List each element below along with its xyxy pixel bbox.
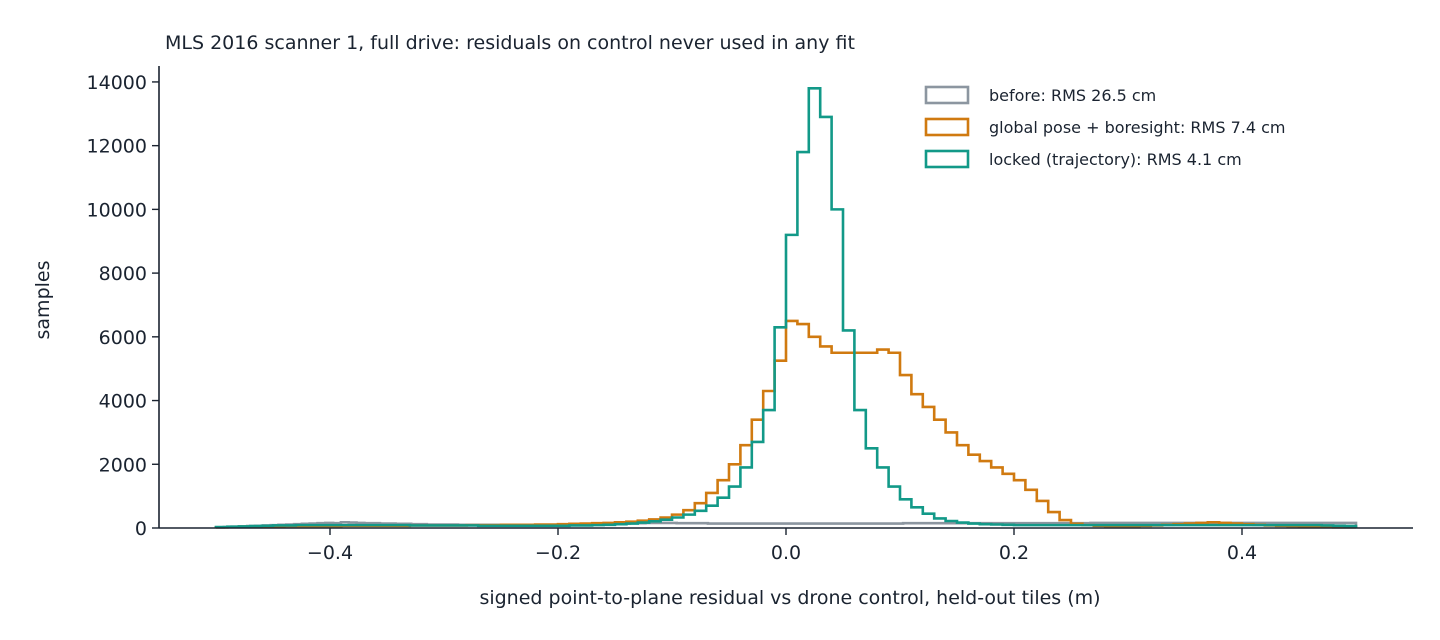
y-tick-label: 14000 bbox=[87, 72, 147, 94]
legend-swatch-3 bbox=[924, 149, 970, 169]
y-tick-label: 8000 bbox=[99, 263, 147, 285]
y-tick-label: 0 bbox=[135, 518, 147, 540]
y-axis-label: samples bbox=[32, 261, 54, 340]
series-step-1 bbox=[214, 520, 1358, 529]
x-tick-label: −0.2 bbox=[535, 542, 581, 564]
legend-label-2: global pose + boresight: RMS 7.4 cm bbox=[989, 118, 1286, 137]
legend-label-1: before: RMS 26.5 cm bbox=[989, 86, 1156, 105]
x-tick-label: 0.4 bbox=[1227, 542, 1257, 564]
y-tick-label: 4000 bbox=[99, 391, 147, 413]
legend-swatch-1 bbox=[924, 85, 970, 105]
y-tick-label: 6000 bbox=[99, 327, 147, 349]
y-tick-label: 10000 bbox=[87, 199, 147, 221]
legend-swatch-2 bbox=[924, 117, 970, 137]
legend-label-3: locked (trajectory): RMS 4.1 cm bbox=[989, 150, 1242, 169]
x-axis-ticks: −0.4 −0.2 0.0 0.2 0.4 bbox=[307, 528, 1257, 564]
chart-title: MLS 2016 scanner 1, full drive: residual… bbox=[165, 32, 855, 54]
series-step-2 bbox=[214, 319, 1358, 529]
x-tick-label: −0.4 bbox=[307, 542, 353, 564]
plot-area bbox=[214, 87, 1358, 529]
x-tick-label: 0.2 bbox=[999, 542, 1029, 564]
x-axis-label: signed point-to-plane residual vs drone … bbox=[479, 587, 1100, 609]
series-step-3 bbox=[214, 87, 1358, 529]
y-tick-label: 2000 bbox=[99, 454, 147, 476]
y-axis-ticks: 0 2000 4000 6000 8000 10000 12000 14000 bbox=[87, 72, 159, 540]
x-tick-label: 0.0 bbox=[771, 542, 801, 564]
y-tick-label: 12000 bbox=[87, 136, 147, 158]
legend: before: RMS 26.5 cm global pose + boresig… bbox=[924, 85, 1286, 169]
